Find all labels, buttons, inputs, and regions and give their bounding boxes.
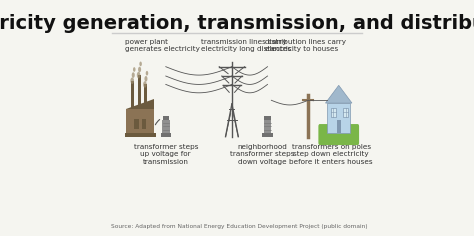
Bar — [142, 119, 146, 129]
Bar — [131, 81, 134, 109]
Bar — [330, 108, 336, 117]
Circle shape — [132, 72, 135, 78]
Circle shape — [143, 81, 147, 88]
Bar — [134, 119, 138, 129]
Circle shape — [139, 62, 142, 66]
Text: transformer steps
up voltage for
transmission: transformer steps up voltage for transmi… — [134, 144, 198, 165]
Circle shape — [145, 76, 147, 82]
Bar — [163, 116, 169, 120]
Bar — [264, 116, 271, 120]
Text: neighborhood
transformer steps
down voltage: neighborhood transformer steps down volt… — [230, 144, 295, 165]
Bar — [263, 133, 273, 137]
Text: transformers on poles
step down electricity
before it enters houses: transformers on poles step down electric… — [289, 144, 373, 165]
Text: Electricity generation, transmission, and distribution: Electricity generation, transmission, an… — [0, 14, 474, 34]
Circle shape — [130, 77, 134, 84]
Circle shape — [137, 72, 140, 78]
Circle shape — [313, 99, 314, 101]
Bar — [127, 109, 155, 134]
Bar — [327, 103, 350, 133]
Polygon shape — [326, 85, 352, 103]
Circle shape — [302, 99, 304, 101]
Bar — [125, 133, 156, 137]
Bar — [162, 120, 170, 133]
Text: power plant
generates electricity: power plant generates electricity — [125, 39, 200, 52]
Circle shape — [146, 71, 148, 76]
Circle shape — [308, 99, 309, 101]
Text: transmission lines carry
electricity long distances: transmission lines carry electricity lon… — [201, 39, 292, 52]
Bar — [161, 133, 171, 137]
Bar — [343, 108, 348, 117]
Bar — [337, 120, 341, 133]
FancyBboxPatch shape — [319, 124, 359, 145]
Circle shape — [138, 67, 141, 72]
Text: distribution lines carry
electricity to houses: distribution lines carry electricity to … — [265, 39, 346, 52]
Polygon shape — [127, 99, 155, 109]
Bar — [137, 75, 141, 109]
Circle shape — [133, 67, 136, 72]
Text: Source: Adapted from National Energy Education Development Project (public domai: Source: Adapted from National Energy Edu… — [111, 224, 368, 229]
Bar — [264, 120, 271, 133]
Bar — [144, 84, 147, 109]
